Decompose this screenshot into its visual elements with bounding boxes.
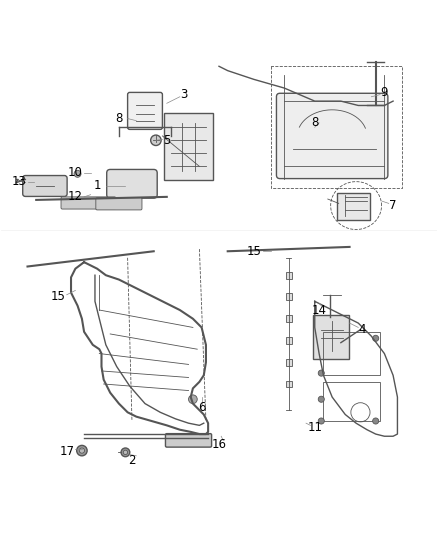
Circle shape	[373, 335, 379, 341]
Bar	[286, 337, 292, 344]
Text: 15: 15	[50, 290, 65, 303]
Bar	[323, 332, 380, 375]
FancyBboxPatch shape	[166, 434, 212, 447]
FancyBboxPatch shape	[337, 193, 371, 220]
Circle shape	[79, 448, 85, 453]
FancyBboxPatch shape	[276, 93, 388, 179]
Circle shape	[123, 450, 127, 455]
Text: 7: 7	[389, 199, 397, 212]
FancyBboxPatch shape	[61, 197, 116, 209]
Bar	[286, 359, 292, 366]
Bar	[323, 382, 380, 421]
Text: 1: 1	[93, 180, 101, 192]
Text: 16: 16	[212, 439, 226, 451]
FancyBboxPatch shape	[164, 114, 213, 180]
Text: 9: 9	[381, 86, 388, 99]
Text: 4: 4	[359, 323, 366, 336]
Text: 3: 3	[180, 88, 188, 101]
Text: 15: 15	[247, 245, 261, 258]
Text: 12: 12	[68, 190, 83, 204]
Circle shape	[77, 446, 87, 456]
Circle shape	[74, 171, 81, 177]
Circle shape	[318, 370, 324, 376]
Text: 13: 13	[11, 175, 26, 188]
Circle shape	[318, 396, 324, 402]
FancyBboxPatch shape	[23, 175, 67, 197]
Circle shape	[373, 418, 379, 424]
Circle shape	[318, 418, 324, 424]
Text: 10: 10	[68, 166, 83, 180]
Text: 5: 5	[163, 134, 170, 147]
FancyBboxPatch shape	[314, 315, 349, 359]
Circle shape	[188, 395, 197, 403]
Bar	[286, 272, 292, 279]
Bar	[286, 294, 292, 301]
Circle shape	[121, 448, 130, 457]
Text: 17: 17	[59, 445, 74, 458]
Bar	[286, 381, 292, 387]
Text: 8: 8	[115, 112, 123, 125]
Text: 2: 2	[128, 454, 136, 467]
Text: 8: 8	[311, 116, 318, 130]
Text: 6: 6	[198, 401, 205, 415]
Text: 11: 11	[307, 421, 322, 434]
FancyBboxPatch shape	[107, 169, 157, 198]
Text: 14: 14	[311, 303, 327, 317]
FancyBboxPatch shape	[96, 198, 142, 210]
Circle shape	[151, 135, 161, 146]
FancyBboxPatch shape	[127, 92, 162, 130]
Bar	[286, 315, 292, 322]
